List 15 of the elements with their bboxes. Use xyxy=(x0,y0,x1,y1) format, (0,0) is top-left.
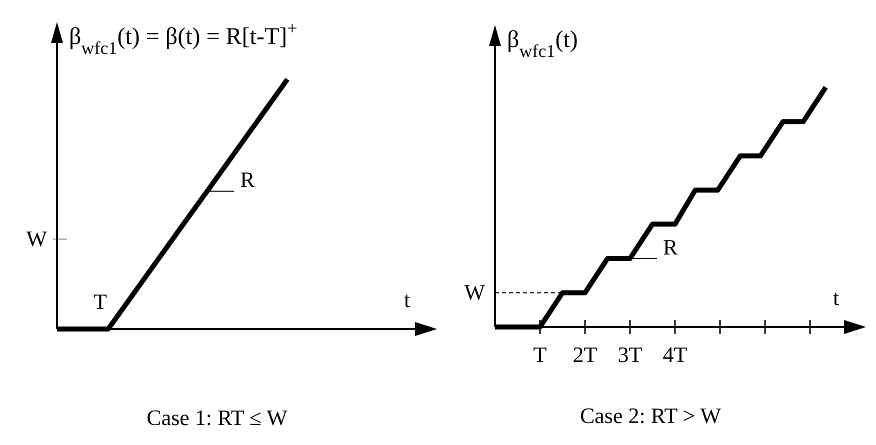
x-axis-title: t xyxy=(404,287,410,312)
x-tick-label: 3T xyxy=(618,342,643,367)
text: Case 2: RT > W xyxy=(580,403,722,428)
x-tick-label: 4T xyxy=(662,342,688,367)
x-tick-label: T xyxy=(533,342,548,367)
ref-line-label: W xyxy=(26,226,48,252)
y-axis-title: β$_{wfc1}$(t) = β(t) = R[t-T]$^{+}$ xyxy=(69,18,298,58)
annotation: R xyxy=(663,234,678,260)
x-tick-label: 2T xyxy=(572,342,598,367)
annotation: T xyxy=(93,289,108,314)
annotation: R xyxy=(240,167,256,192)
y-axis-title: β$_{wfc1}$(t) xyxy=(507,27,578,61)
ref-line-label: W xyxy=(464,280,486,305)
text: Case 1: RT ≤ W xyxy=(146,405,288,430)
x-axis-title: t xyxy=(832,285,840,310)
